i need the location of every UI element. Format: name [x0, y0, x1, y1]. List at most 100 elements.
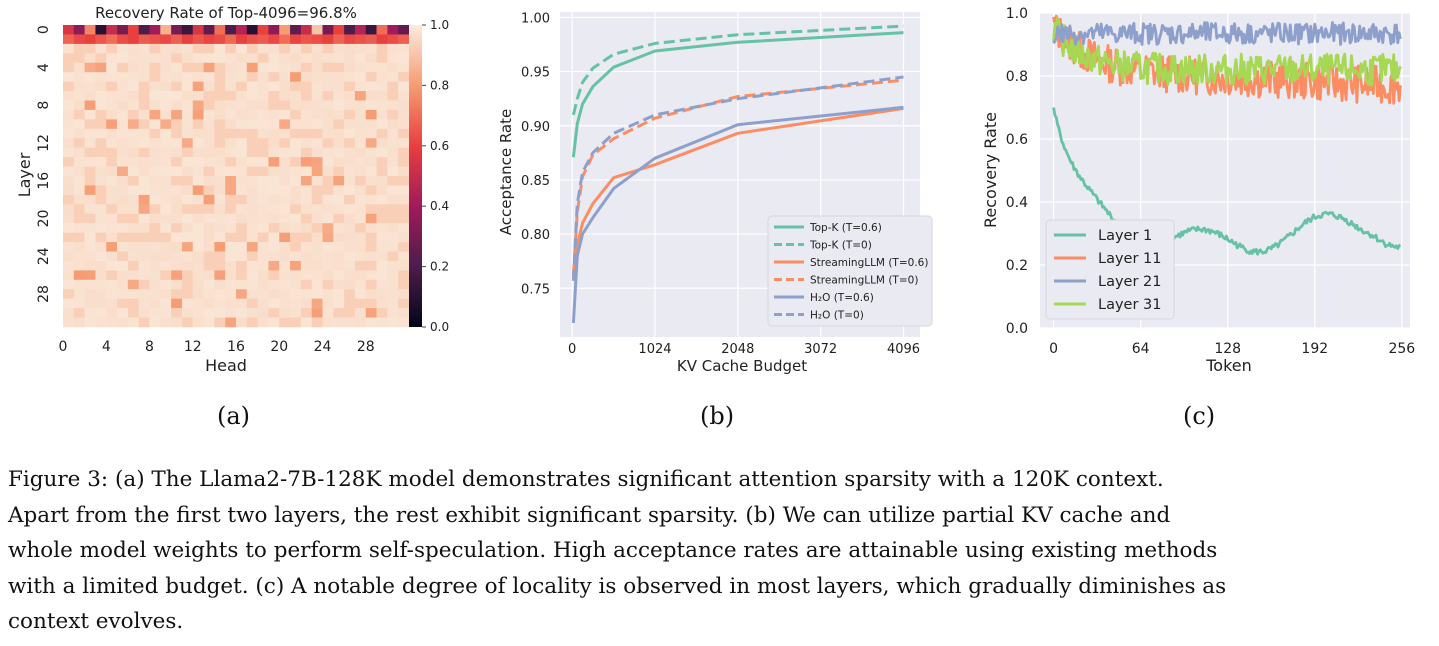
heatmap-cell	[160, 317, 172, 328]
heatmap-cell	[214, 128, 226, 139]
heatmap-cell	[333, 289, 345, 299]
heatmap-cell	[192, 317, 204, 328]
heatmap-x-tick: 12	[184, 339, 202, 355]
heatmap-cell	[106, 34, 118, 45]
heatmap-cell	[149, 43, 161, 54]
acceptance-rate-chart: 0 1024 2048 3072 4096 0.75 0.80 0.85 0.90 0.95 1.0…	[497, 11, 933, 375]
heatmap-cell	[106, 157, 118, 167]
heatmap-cell	[257, 109, 269, 120]
heatmap-cell	[311, 232, 323, 243]
heatmap-cell	[387, 43, 399, 54]
heatmap-cell	[63, 251, 75, 262]
heatmap-cell	[203, 279, 215, 290]
heatmap-cell	[95, 204, 107, 215]
heatmap-cell	[214, 119, 226, 130]
heatmap-cell	[106, 223, 118, 233]
heatmap-cell	[192, 185, 204, 196]
plot-c-series-line	[1052, 107, 1401, 256]
heatmap-cell	[246, 204, 258, 215]
heatmap-cell	[311, 194, 323, 205]
heatmap-cell	[192, 223, 204, 233]
heatmap-cell	[268, 260, 280, 271]
heatmap-cell	[73, 260, 85, 271]
heatmap-cell	[398, 279, 410, 290]
heatmap-cell	[387, 289, 399, 299]
heatmap-cell	[127, 308, 139, 318]
heatmap-cell	[311, 242, 323, 252]
heatmap-cell	[225, 289, 237, 299]
heatmap-cell	[236, 223, 248, 233]
heatmap-cell	[344, 100, 356, 111]
heatmap-cell	[300, 53, 312, 64]
heatmap-cell	[257, 308, 269, 318]
heatmap-cell	[268, 242, 280, 252]
heatmap-cell	[311, 289, 323, 299]
heatmap-cell	[225, 138, 237, 148]
heatmap-cell	[192, 147, 204, 158]
heatmap-cell	[279, 25, 291, 35]
heatmap-cell	[236, 298, 248, 309]
heatmap-cell	[214, 204, 226, 215]
heatmap-cell	[290, 119, 302, 130]
heatmap-cell	[246, 260, 258, 271]
heatmap-cell	[268, 298, 280, 309]
heatmap-cell	[387, 232, 399, 243]
heatmap-cell	[268, 91, 280, 101]
heatmap-cell	[127, 25, 139, 35]
heatmap-cell	[398, 289, 410, 299]
heatmap-cell	[300, 72, 312, 82]
heatmap-cell	[300, 62, 312, 73]
heatmap-cell	[192, 251, 204, 262]
heatmap-cell	[300, 100, 312, 111]
heatmap-cell	[365, 270, 377, 281]
heatmap-cell	[73, 157, 85, 167]
heatmap-cell	[333, 147, 345, 158]
heatmap-cell	[181, 213, 194, 224]
heatmap-cell	[192, 157, 204, 167]
heatmap-cell	[95, 62, 107, 73]
heatmap-cell	[192, 213, 204, 224]
heatmap-cell	[387, 128, 399, 139]
heatmap-cell	[354, 213, 367, 224]
heatmap-cell	[171, 81, 183, 92]
heatmap-cell	[117, 213, 129, 224]
heatmap-cell	[171, 157, 183, 167]
heatmap-cell	[365, 232, 377, 243]
heatmap-cell	[344, 157, 356, 167]
heatmap-cell	[290, 100, 302, 111]
heatmap-cell	[376, 317, 388, 328]
heatmap-cell	[279, 185, 291, 196]
heatmap-cell	[73, 109, 85, 120]
heatmap-y-tick: 28	[36, 285, 52, 303]
heatmap-y-tick: 16	[36, 172, 52, 190]
heatmap-cell	[203, 232, 215, 243]
heatmap-cell	[117, 157, 129, 167]
heatmap-cell	[257, 53, 269, 64]
caption-line: context evolves.	[8, 609, 184, 634]
heatmap-x-tick: 28	[357, 339, 375, 355]
heatmap-cell	[322, 298, 334, 309]
heatmap-cell	[333, 242, 345, 252]
heatmap-cell	[257, 138, 269, 148]
heatmap-cell	[117, 308, 129, 318]
heatmap-cell	[290, 176, 302, 186]
plot-c-y-tick: 0.6	[1006, 132, 1028, 148]
heatmap-x-tick: 24	[314, 339, 332, 355]
heatmap-cell	[290, 298, 302, 309]
heatmap-cell	[127, 109, 139, 120]
heatmap-cell	[192, 194, 204, 205]
heatmap-cell	[160, 298, 172, 309]
heatmap-cell	[354, 317, 367, 328]
heatmap-cell	[171, 119, 183, 130]
heatmap-title: Recovery Rate of Top-4096=96.8%	[95, 4, 357, 22]
heatmap-cell	[160, 204, 172, 215]
plot-c-legend-label: Layer 11	[1098, 251, 1162, 267]
heatmap-cell	[63, 91, 75, 101]
heatmap-cell	[138, 260, 150, 271]
heatmap-cell	[257, 317, 269, 328]
heatmap-cell	[225, 279, 237, 290]
heatmap-cell	[333, 25, 345, 35]
heatmap-cell	[203, 289, 215, 299]
heatmap-cell	[84, 279, 96, 290]
heatmap-cell	[203, 166, 215, 177]
